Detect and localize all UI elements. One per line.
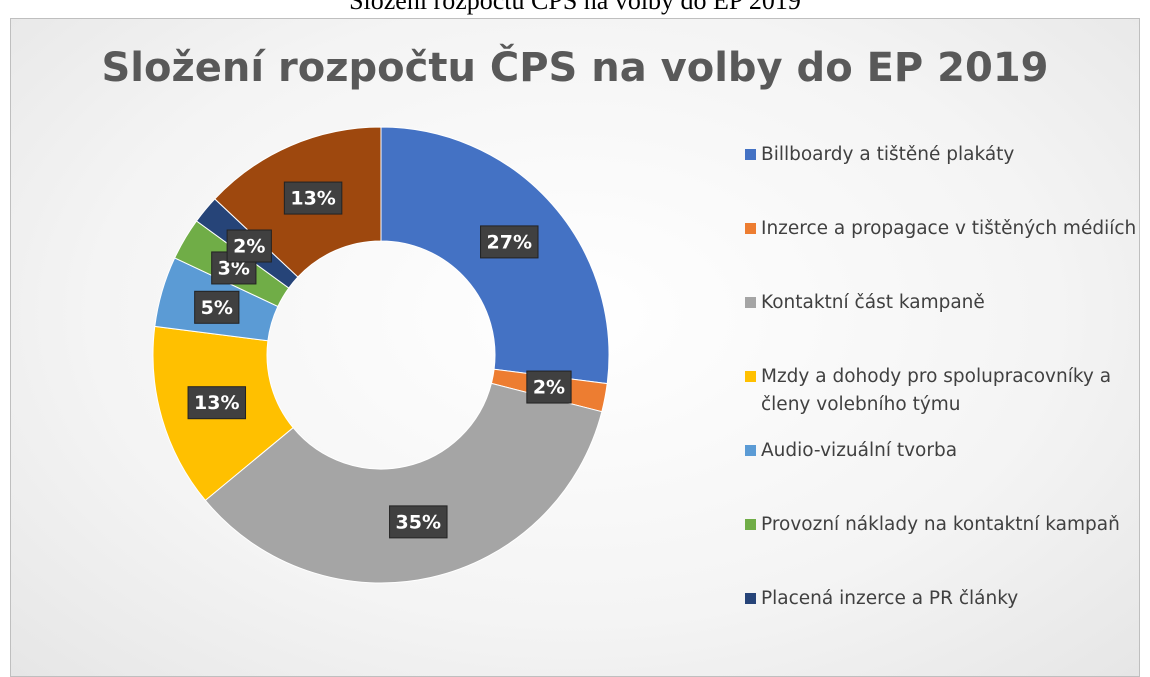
caption: Složení rozpočtu ČPS na volby do EP 2019: [349, 0, 801, 15]
legend-swatch: [745, 371, 756, 382]
legend-swatch: [745, 297, 756, 308]
data-label: 2%: [233, 236, 265, 258]
data-label: 27%: [487, 231, 532, 253]
data-label-box: [194, 290, 240, 324]
legend-swatch: [745, 223, 756, 234]
data-label: 3%: [218, 257, 250, 279]
data-label-box: [187, 386, 247, 420]
legend-item: Mzdy a dohody pro spolupracovníky a člen…: [745, 363, 1140, 419]
data-label: 13%: [290, 188, 335, 210]
donut-slice: [204, 382, 603, 584]
legend-label: Billboardy a tištěné plakáty: [761, 144, 1015, 165]
data-label-box: [226, 229, 272, 263]
legend-item: Kontaktní část kampaně: [745, 289, 1140, 317]
legend-label: Provozní náklady na kontaktní kampaň: [761, 514, 1120, 535]
legend-label: Audio-vizuální tvorba: [761, 440, 958, 461]
legend-item: Inzerce a propagace v tištěných médiích: [745, 215, 1140, 243]
data-label: 2%: [533, 377, 565, 399]
data-label: 35%: [396, 511, 441, 533]
legend-label: Inzerce a propagace v tištěných médiích: [761, 218, 1137, 239]
data-label-box: [389, 505, 448, 539]
legend-label: Kontaktní část kampaně: [761, 292, 985, 313]
chart-title: Složení rozpočtu ČPS na volby do EP 2019: [102, 43, 1049, 91]
data-label: 13%: [194, 392, 239, 414]
legend-swatch: [745, 593, 756, 604]
legend-swatch: [745, 445, 756, 456]
legend-item: Billboardy a tištěné plakáty: [745, 141, 1140, 169]
legend-item: Audio-vizuální tvorba: [745, 437, 1140, 465]
legend-item: Provozní náklady na kontaktní kampaň: [745, 511, 1140, 539]
legend-item: Placená inzerce a PR články: [745, 585, 1140, 613]
data-label-box: [283, 181, 343, 215]
data-label: 5%: [201, 297, 233, 319]
data-label-box: [526, 370, 572, 404]
legend-label: Mzdy a dohody pro spolupracovníky a člen…: [761, 366, 1112, 415]
legend-swatch: [745, 149, 756, 160]
legend-swatch: [745, 519, 756, 530]
data-label-box: [480, 225, 539, 259]
legend-label: Placená inzerce a PR články: [761, 588, 1019, 609]
